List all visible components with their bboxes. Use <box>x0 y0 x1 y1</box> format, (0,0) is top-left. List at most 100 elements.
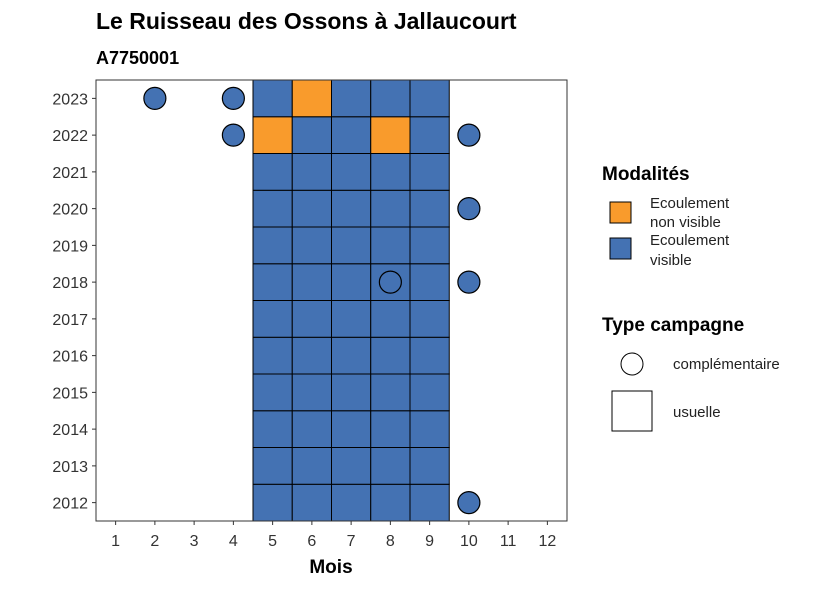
tile-2020-m8 <box>370 189 411 228</box>
x-tick-label-4: 4 <box>229 533 238 550</box>
tile-2012-m6 <box>291 483 332 522</box>
legend-type-campagne: Type campagne complémentaire usuelle <box>602 315 780 432</box>
tile-2022-m8 <box>370 116 411 154</box>
point-2022-m10 <box>457 123 481 147</box>
tile-2021-m9 <box>409 153 450 191</box>
point-2018-m8 <box>378 270 402 294</box>
tile-2015-m9 <box>409 373 450 412</box>
tile-2021-m5 <box>252 153 293 191</box>
y-tick-label-2016: 2016 <box>52 349 88 366</box>
tile-2018-m7 <box>331 263 372 301</box>
tile-2019-m9 <box>409 226 450 265</box>
tile-2023-m9 <box>409 79 450 118</box>
tile-2021-m8 <box>370 153 411 191</box>
y-tick-label-2013: 2013 <box>52 459 88 476</box>
complementaire-points <box>143 86 481 515</box>
tile-2020-m9 <box>409 189 450 228</box>
tile-2013-m7 <box>331 447 372 485</box>
legend-swatch-non-visible <box>609 201 632 224</box>
legend-label-complementaire: complémentaire <box>673 356 780 373</box>
tile-2022-m7 <box>331 116 372 154</box>
point-2023-m4 <box>221 86 245 110</box>
legend-modalites-title: Modalités <box>602 164 690 185</box>
tile-2023-m8 <box>370 79 411 118</box>
x-tick-label-7: 7 <box>347 533 356 550</box>
y-tick-label-2017: 2017 <box>52 312 88 329</box>
tile-2016-m5 <box>252 336 293 375</box>
tile-2016-m8 <box>370 336 411 375</box>
tile-2014-m6 <box>291 410 332 448</box>
tile-2012-m7 <box>331 483 372 522</box>
tile-2016-m9 <box>409 336 450 375</box>
tile-2022-m5 <box>252 116 293 154</box>
point-2012-m10 <box>457 491 481 515</box>
point-2020-m10 <box>457 197 481 221</box>
tile-2014-m8 <box>370 410 411 448</box>
legend-label-visible-line1: Ecoulement <box>650 232 730 249</box>
y-tick-label-2015: 2015 <box>52 385 88 402</box>
tile-2018-m9 <box>409 263 450 301</box>
y-tick-label-2020: 2020 <box>52 202 88 219</box>
tile-2013-m8 <box>370 447 411 485</box>
y-tick-label-2012: 2012 <box>52 496 88 513</box>
legend-swatch-visible <box>609 237 632 260</box>
tile-2020-m5 <box>252 189 293 228</box>
legend-modalites: Modalités Ecoulement non visible Ecoulem… <box>602 164 730 269</box>
point-2023-m2 <box>143 86 167 110</box>
tile-2015-m7 <box>331 373 372 412</box>
legend-label-visible-line2: visible <box>650 252 692 269</box>
tile-2022-m6 <box>291 116 332 154</box>
legend-label-usuelle: usuelle <box>673 404 721 421</box>
legend-square-symbol <box>611 390 653 432</box>
legend-label-non-visible-line1: Ecoulement <box>650 195 730 212</box>
y-tick-label-2014: 2014 <box>52 422 88 439</box>
tile-2012-m9 <box>409 483 450 522</box>
plot-border <box>95 79 568 522</box>
tile-2020-m7 <box>331 189 372 228</box>
tile-2018-m6 <box>291 263 332 301</box>
tile-2016-m7 <box>331 336 372 375</box>
tile-2023-m5 <box>252 79 293 118</box>
tile-2016-m6 <box>291 336 332 375</box>
x-tick-label-1: 1 <box>111 533 120 550</box>
legend-circle-symbol <box>620 352 644 376</box>
y-tick-label-2018: 2018 <box>52 275 88 292</box>
y-tick-label-2023: 2023 <box>52 91 88 108</box>
tile-2019-m5 <box>252 226 293 265</box>
x-tick-label-10: 10 <box>460 533 478 550</box>
tile-2013-m5 <box>252 447 293 485</box>
tile-2021-m7 <box>331 153 372 191</box>
tile-2017-m6 <box>291 300 332 338</box>
tile-2013-m6 <box>291 447 332 485</box>
x-axis: 1 2 3 4 5 6 7 8 9 10 11 12 <box>111 521 556 550</box>
tile-2015-m5 <box>252 373 293 412</box>
tile-2015-m8 <box>370 373 411 412</box>
x-tick-label-11: 11 <box>500 533 517 550</box>
y-tick-label-2022: 2022 <box>52 128 88 145</box>
tile-2019-m7 <box>331 226 372 265</box>
tile-2017-m8 <box>370 300 411 338</box>
x-tick-label-8: 8 <box>386 533 395 550</box>
legend-label-non-visible-line2: non visible <box>650 214 721 231</box>
x-tick-label-6: 6 <box>307 533 316 550</box>
point-2018-m10 <box>457 270 481 294</box>
x-tick-label-3: 3 <box>190 533 199 550</box>
tile-2014-m7 <box>331 410 372 448</box>
tile-2023-m6 <box>291 79 332 118</box>
chart-subtitle: A7750001 <box>96 48 179 68</box>
chart-title: Le Ruisseau des Ossons à Jallaucourt <box>96 8 517 34</box>
tile-2018-m5 <box>252 263 293 301</box>
y-tick-label-2021: 2021 <box>52 165 88 182</box>
y-axis: 2012 2013 2014 2015 2016 2017 2018 2019 2020 2021… <box>52 91 96 513</box>
y-tick-label-2019: 2019 <box>52 238 88 255</box>
tile-2015-m6 <box>291 373 332 412</box>
tile-2014-m9 <box>409 410 450 448</box>
tile-2020-m6 <box>291 189 332 228</box>
tile-2014-m5 <box>252 410 293 448</box>
tile-2017-m9 <box>409 300 450 338</box>
tile-2019-m8 <box>370 226 411 265</box>
tile-2013-m9 <box>409 447 450 485</box>
tile-2017-m5 <box>252 300 293 338</box>
tile-2017-m7 <box>331 300 372 338</box>
